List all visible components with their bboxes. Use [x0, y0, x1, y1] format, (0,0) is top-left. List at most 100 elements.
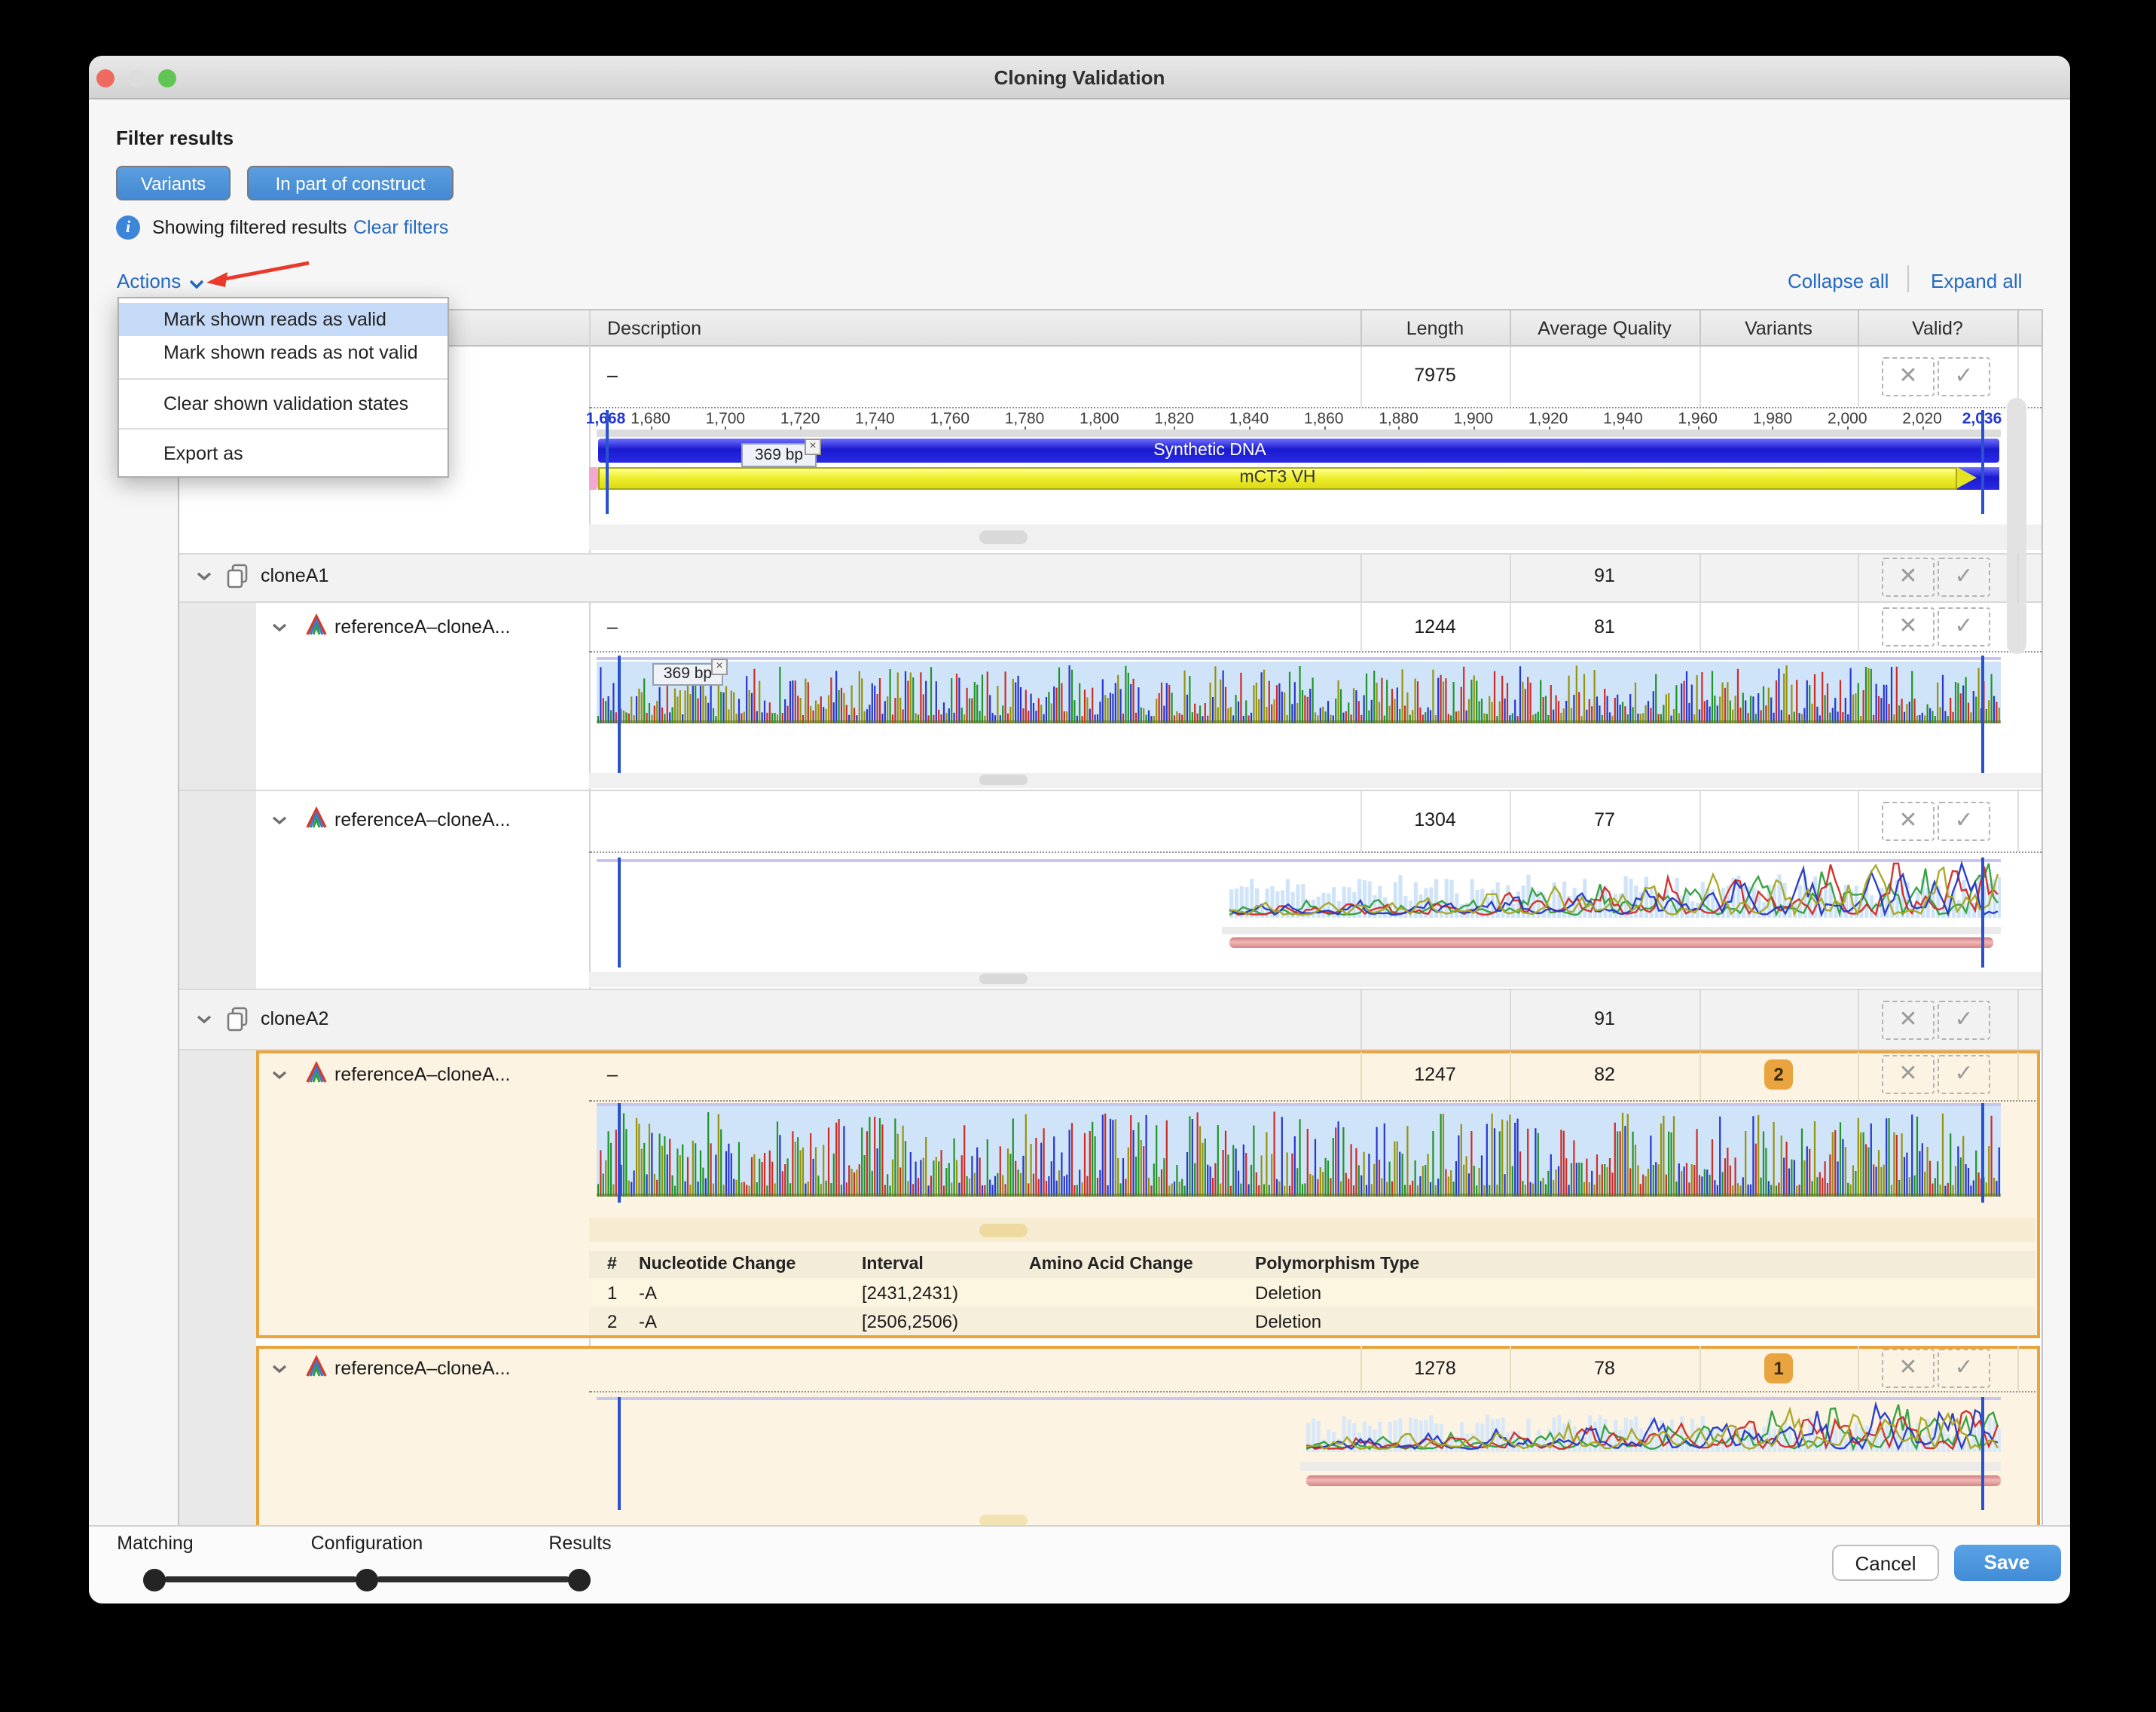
menu-item-mark-not-valid[interactable]: Mark shown reads as not valid: [163, 342, 418, 363]
valid-buttons: ✕ ✓: [1882, 802, 1990, 841]
mark-not-valid-button[interactable]: ✕: [1882, 1055, 1935, 1094]
mark-valid-button[interactable]: ✓: [1938, 357, 1990, 396]
mark-valid-button[interactable]: ✓: [1938, 1055, 1990, 1094]
ruler-label: 1,940: [1603, 409, 1643, 427]
chromatogram-view[interactable]: [597, 662, 2001, 723]
menu-item-export-as[interactable]: Export as: [163, 443, 243, 464]
column-divider: [1510, 346, 1511, 407]
ruler-label: 2,020: [1902, 409, 1942, 427]
menu-item-mark-valid[interactable]: Mark shown reads as valid: [118, 302, 447, 336]
h-scrollbar[interactable]: [589, 772, 2041, 787]
row-separator: [589, 1390, 2035, 1392]
h-scrollbar-thumb[interactable]: [979, 1223, 1028, 1237]
mark-valid-button[interactable]: ✓: [1938, 607, 1990, 646]
mark-not-valid-button[interactable]: ✕: [1882, 802, 1935, 841]
annotation-synthetic-dna[interactable]: Synthetic DNA: [598, 439, 1999, 463]
menu-item-clear-states[interactable]: Clear shown validation states: [163, 393, 409, 414]
h-scrollbar-thumb[interactable]: [979, 530, 1028, 544]
window-title: Cloning Validation: [994, 66, 1165, 89]
ruler-label: 1,720: [780, 409, 820, 427]
clear-filters-link[interactable]: Clear filters: [353, 217, 449, 238]
h-scrollbar-thumb[interactable]: [979, 974, 1028, 984]
col-average-quality[interactable]: Average Quality: [1538, 317, 1672, 338]
group-name: cloneA1: [261, 565, 329, 586]
menu-separator: [118, 378, 447, 379]
fragment-tag[interactable]: 369 bp ×: [652, 658, 728, 685]
column-divider: [1858, 310, 1859, 346]
consensus-line: [597, 657, 2001, 660]
trace-view[interactable]: [1229, 861, 2001, 925]
chevron-down-icon[interactable]: [196, 1013, 212, 1024]
fragment-tag[interactable]: 369 bp ×: [741, 438, 821, 466]
col-length[interactable]: Length: [1406, 317, 1464, 338]
chromatogram-view[interactable]: [597, 1106, 2001, 1197]
read-length: 1278: [1414, 1358, 1456, 1379]
annotation-mct3-vh[interactable]: mCT3 VH: [598, 466, 1957, 490]
vt-polymorphism: Deletion: [1255, 1310, 1322, 1331]
variants-filter-button[interactable]: Variants: [116, 166, 231, 200]
h-scrollbar[interactable]: [589, 524, 2041, 550]
mark-valid-button[interactable]: ✓: [1938, 802, 1990, 841]
mark-valid-button[interactable]: ✓: [1938, 558, 1990, 597]
mark-not-valid-button[interactable]: ✕: [1882, 607, 1935, 646]
row-border: [179, 790, 2041, 791]
column-divider: [1510, 989, 1511, 1050]
v-scrollbar-thumb[interactable]: [2006, 397, 2026, 653]
group-row-cloneA2[interactable]: [179, 989, 2041, 1050]
ruler-tick: [949, 426, 951, 431]
cancel-button[interactable]: Cancel: [1832, 1544, 1939, 1581]
step-dot-configuration[interactable]: [356, 1568, 378, 1591]
mark-valid-button[interactable]: ✓: [1938, 1349, 1990, 1388]
read-name: referenceA–cloneA...: [334, 616, 511, 637]
close-icon[interactable]: ×: [805, 438, 821, 454]
selection-cursor: [618, 1103, 621, 1203]
minimize-window-button[interactable]: [127, 69, 145, 87]
column-divider: [1699, 989, 1701, 1050]
step-dot-matching[interactable]: [143, 1568, 166, 1591]
col-description[interactable]: Description: [607, 317, 702, 338]
selection-cursor: [618, 857, 621, 967]
h-scrollbar-thumb[interactable]: [979, 775, 1028, 785]
chevron-down-icon[interactable]: [271, 815, 288, 825]
col-valid[interactable]: Valid?: [1912, 317, 1963, 338]
h-scrollbar[interactable]: [589, 971, 2041, 986]
zoom-window-button[interactable]: [158, 69, 176, 87]
read-name: referenceA–cloneA...: [334, 809, 511, 830]
close-window-button[interactable]: [96, 69, 115, 87]
h-scrollbar[interactable]: [589, 1218, 2035, 1242]
chevron-down-icon[interactable]: [271, 1363, 288, 1374]
chevron-down-icon[interactable]: [271, 622, 288, 632]
variant-row[interactable]: 1 -A [2431,2431) Deletion: [589, 1278, 2035, 1307]
expand-all-link[interactable]: Expand all: [1931, 270, 2023, 292]
save-button[interactable]: Save: [1953, 1544, 2060, 1581]
collapse-all-link[interactable]: Collapse all: [1788, 270, 1889, 292]
chevron-down-icon[interactable]: [196, 570, 212, 581]
step-results: Results: [548, 1533, 612, 1554]
valid-buttons: ✕ ✓: [1882, 357, 1990, 396]
variant-row[interactable]: 2 -A [2506,2506) Deletion: [589, 1307, 2035, 1335]
group-row-cloneA1[interactable]: [179, 552, 2041, 602]
mark-not-valid-button[interactable]: ✕: [1882, 1349, 1935, 1388]
read-avg-quality: 82: [1594, 1064, 1615, 1085]
col-variants[interactable]: Variants: [1745, 317, 1812, 338]
mark-not-valid-button[interactable]: ✕: [1882, 1000, 1935, 1039]
close-icon[interactable]: ×: [711, 658, 728, 674]
column-divider: [1360, 791, 1362, 851]
step-dot-results[interactable]: [568, 1568, 591, 1591]
mark-valid-button[interactable]: ✓: [1938, 1000, 1990, 1039]
column-divider: [1360, 310, 1362, 346]
chevron-down-icon[interactable]: [271, 1069, 288, 1080]
chevron-down-icon[interactable]: [188, 278, 205, 290]
mark-not-valid-button[interactable]: ✕: [1882, 558, 1935, 597]
column-divider: [2017, 552, 2019, 602]
selection-cursor: [1981, 1397, 1984, 1510]
trace-view[interactable]: [1306, 1401, 2001, 1459]
h-scrollbar-thumb[interactable]: [979, 1514, 1028, 1526]
mark-not-valid-button[interactable]: ✕: [1882, 357, 1935, 396]
in-part-of-construct-filter-button[interactable]: In part of construct: [247, 166, 453, 200]
actions-menu-button[interactable]: Actions: [117, 270, 182, 292]
ruler-tick: [800, 426, 802, 431]
column-divider: [1699, 346, 1701, 407]
column-divider: [2017, 989, 2019, 1050]
step-configuration: Configuration: [310, 1533, 423, 1554]
